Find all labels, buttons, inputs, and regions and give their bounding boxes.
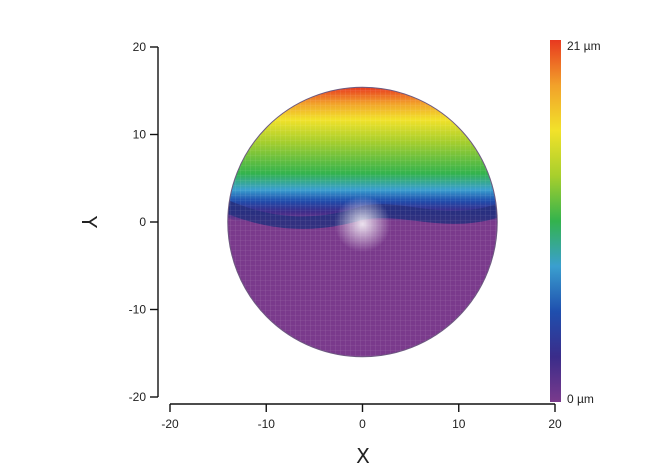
y-tick-label: 20 — [133, 40, 147, 54]
x-tick-label: 0 — [359, 417, 366, 431]
colorbar-max-label: 21 µm — [567, 39, 601, 53]
y-axis-title: Y — [77, 215, 101, 229]
plot-area: -20 -10 0 10 20 20 10 0 -10 -20 — [129, 40, 562, 431]
surface-clip-group — [227, 87, 498, 357]
x-tick-label: -10 — [258, 417, 276, 431]
topography-surface — [227, 86, 498, 358]
x-axis-title: X — [356, 444, 370, 468]
x-tick-label: 10 — [452, 417, 466, 431]
y-tick-label: 0 — [139, 215, 146, 229]
y-tick-label: -20 — [129, 390, 147, 404]
surface-outline — [227, 86, 498, 358]
colorbar-scale — [550, 40, 561, 402]
y-tick-label: -10 — [129, 303, 147, 317]
colorbar-min-label: 0 µm — [567, 392, 594, 406]
y-tick-label: 10 — [133, 128, 147, 142]
x-axis-ticks: -20 -10 0 10 20 — [161, 404, 562, 431]
x-tick-label: 20 — [548, 417, 562, 431]
x-tick-label: -20 — [161, 417, 179, 431]
colorbar: 21 µm 0 µm — [550, 39, 601, 406]
y-axis-ticks: 20 10 0 -10 -20 — [129, 40, 158, 404]
surface-center-highlight — [334, 196, 391, 252]
